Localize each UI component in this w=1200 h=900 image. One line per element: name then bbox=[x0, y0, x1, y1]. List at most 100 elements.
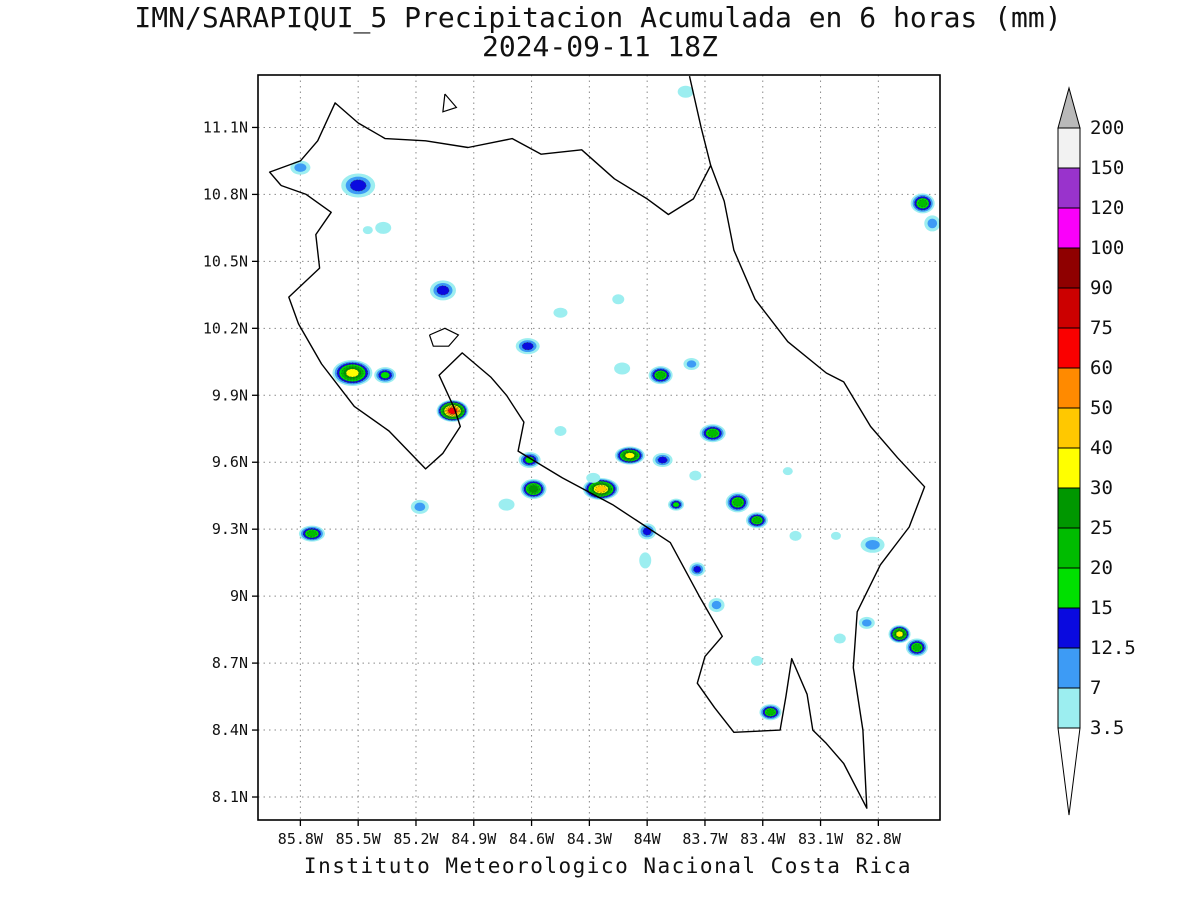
lon-tick-label: 83.4W bbox=[740, 830, 786, 848]
colorbar-segment bbox=[1057, 487, 1081, 529]
precip-contour bbox=[733, 498, 743, 507]
precip-cell bbox=[689, 470, 702, 481]
precip-contour bbox=[521, 342, 534, 351]
colorbar-segment bbox=[1057, 127, 1081, 169]
precip-contour bbox=[294, 163, 307, 172]
lon-tick-label: 82.8W bbox=[856, 830, 902, 848]
colorbar-label: 40 bbox=[1090, 437, 1113, 459]
precip-contour bbox=[436, 285, 450, 296]
coastline bbox=[268, 75, 926, 809]
precip-cell bbox=[750, 655, 763, 666]
precip-contour bbox=[553, 307, 568, 318]
lat-tick-label: 9.3N bbox=[212, 520, 248, 538]
precip-cell bbox=[652, 452, 673, 467]
caption: Instituto Meteorologico Nacional Costa R… bbox=[304, 854, 912, 878]
precip-cell bbox=[520, 479, 547, 500]
title-line1: IMN/SARAPIQUI_5 Precipitacion Acumulada … bbox=[134, 1, 1061, 35]
precip-cell bbox=[374, 367, 397, 384]
precip-cell bbox=[833, 633, 846, 644]
precip-cell bbox=[582, 478, 619, 501]
colorbar-segment bbox=[1057, 607, 1081, 649]
precip-cell bbox=[290, 160, 311, 175]
precip-contour bbox=[693, 565, 702, 573]
precip-contour bbox=[750, 655, 763, 666]
precip-cell bbox=[498, 498, 515, 511]
colorbar-segment bbox=[1057, 527, 1081, 569]
precip-contour bbox=[612, 294, 625, 305]
lat-tick-label: 9N bbox=[230, 587, 248, 605]
precip-contour bbox=[307, 530, 317, 537]
colorbar-label: 150 bbox=[1090, 157, 1124, 179]
precip-contour bbox=[614, 362, 631, 375]
precip-contour bbox=[639, 552, 652, 569]
island-outline bbox=[428, 327, 460, 347]
precip-cell bbox=[410, 499, 429, 514]
precip-cell bbox=[725, 492, 750, 513]
colorbar-label: 12.5 bbox=[1090, 637, 1136, 659]
precip-contour bbox=[375, 221, 392, 234]
lat-tick-label: 9.6N bbox=[212, 453, 248, 471]
precip-contour bbox=[414, 502, 426, 512]
colorbar-label: 3.5 bbox=[1090, 717, 1124, 739]
precip-contour bbox=[595, 485, 607, 493]
lat-tick-label: 10.8N bbox=[203, 185, 248, 203]
colorbar-label: 100 bbox=[1090, 237, 1124, 259]
precip-contour bbox=[861, 619, 872, 627]
precip-contour bbox=[782, 467, 793, 476]
precip-cell bbox=[830, 531, 841, 540]
precip-contour bbox=[686, 360, 697, 368]
precip-cell bbox=[429, 280, 456, 301]
precip-contour bbox=[918, 199, 928, 208]
precip-cell bbox=[745, 512, 768, 529]
precip-cell bbox=[375, 221, 392, 234]
precip-cell bbox=[614, 446, 645, 465]
lat-tick-label: 8.7N bbox=[212, 654, 248, 672]
precip-contour bbox=[711, 600, 722, 610]
lon-tick-label: 85.8W bbox=[278, 830, 324, 848]
precip-cell bbox=[782, 467, 793, 476]
precip-cell bbox=[554, 425, 567, 436]
precip-cell bbox=[677, 85, 694, 98]
costa-rica-outline bbox=[268, 102, 926, 809]
colorbar-segment bbox=[1057, 407, 1081, 449]
plot-frame bbox=[257, 74, 941, 821]
precip-cell bbox=[515, 338, 540, 355]
precip-cell bbox=[699, 424, 726, 443]
precip-contour bbox=[912, 643, 922, 651]
precip-contour bbox=[554, 425, 567, 436]
lat-tick-label: 11.1N bbox=[203, 118, 248, 136]
precip-cell bbox=[639, 552, 652, 569]
precip-cell bbox=[612, 294, 625, 305]
precip-cell bbox=[924, 215, 940, 232]
precip-contour bbox=[677, 85, 694, 98]
lake-outline bbox=[442, 93, 458, 113]
precip-contour bbox=[586, 472, 601, 483]
precip-cell bbox=[888, 625, 911, 644]
colorbar-label: 15 bbox=[1090, 597, 1113, 619]
precip-contour bbox=[624, 452, 635, 459]
lat-tick-label: 8.1N bbox=[212, 788, 248, 806]
colorbar-segment bbox=[1057, 167, 1081, 209]
precip-cell bbox=[648, 366, 673, 385]
precip-cell bbox=[638, 523, 657, 540]
precip-cell bbox=[332, 359, 373, 386]
colorbar-segment bbox=[1057, 287, 1081, 329]
title-line2: 2024-09-11 18Z bbox=[482, 30, 718, 63]
lat-tick-label: 9.9N bbox=[212, 386, 248, 404]
colorbar-segment bbox=[1057, 207, 1081, 249]
lon-tick-label: 84.9W bbox=[451, 830, 497, 848]
precip-contour bbox=[528, 485, 539, 493]
precip-cell bbox=[586, 472, 601, 483]
precip-cell bbox=[683, 358, 700, 371]
precipitation-cells bbox=[290, 85, 940, 721]
colorbar-segment bbox=[1057, 247, 1081, 289]
precip-cell bbox=[860, 536, 885, 553]
precip-cell bbox=[708, 598, 725, 613]
precip-contour bbox=[362, 226, 373, 235]
precip-cell bbox=[341, 173, 376, 198]
precip-cell bbox=[858, 616, 875, 629]
precip-cell bbox=[759, 704, 782, 721]
colorbar-label: 25 bbox=[1090, 517, 1113, 539]
colorbar-segment bbox=[1057, 567, 1081, 609]
